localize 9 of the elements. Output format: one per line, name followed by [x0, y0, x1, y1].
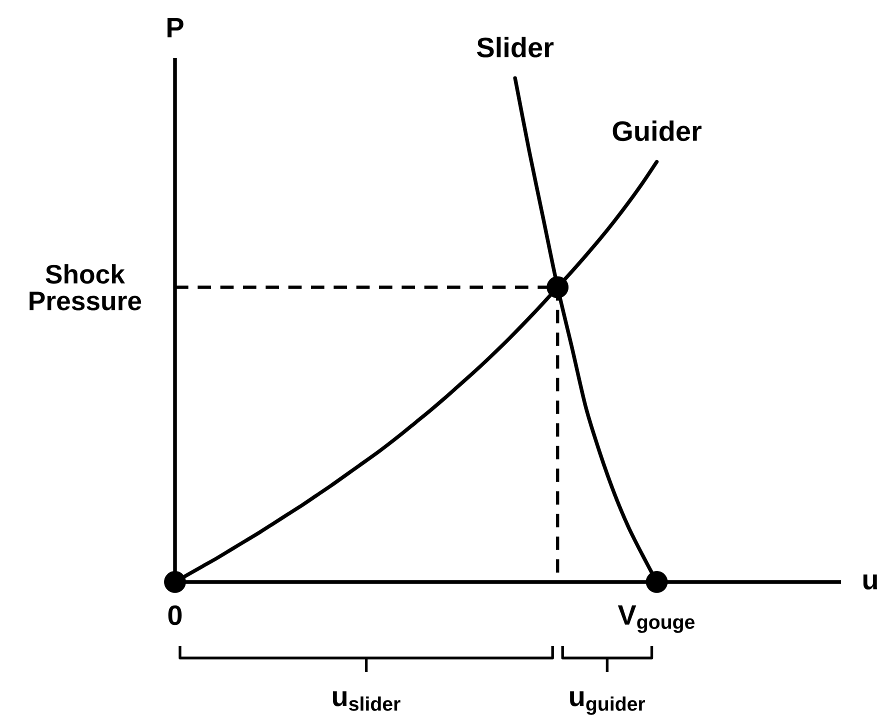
series-label: Guider: [612, 120, 702, 142]
text: u$_{guider}$: [570, 691, 646, 715]
x-tick-label: V$_{gouge}$: [618, 605, 695, 633]
y-axis-title: P: [168, 18, 184, 38]
ref-line-label: Shock Pressure: [30, 264, 142, 310]
text: u$_{slider}$: [333, 691, 400, 711]
x-tick-label: 0: [168, 605, 182, 626]
series-label: Slider: [476, 36, 554, 58]
x-axis-title: u: [863, 574, 877, 590]
